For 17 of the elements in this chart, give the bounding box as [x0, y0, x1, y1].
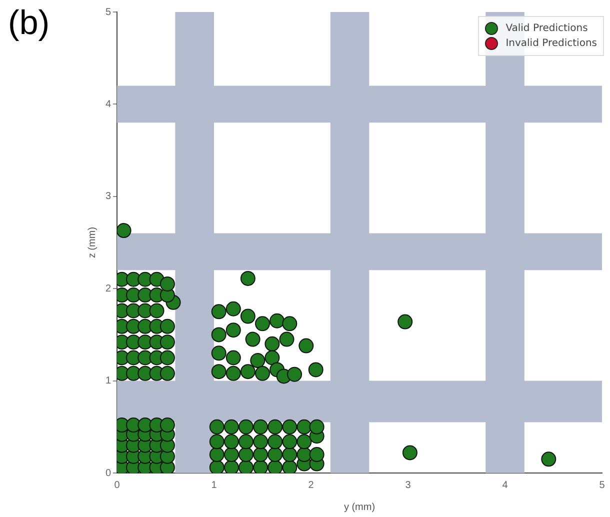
y-axis-title: z (mm) [86, 226, 98, 258]
legend-label: Invalid Predictions [506, 37, 597, 51]
x-tick-label: 5 [599, 480, 606, 491]
legend-label: Valid Predictions [506, 22, 588, 36]
chart-title: (b) [8, 4, 50, 43]
y-tick-label: 1 [105, 376, 112, 387]
x-tick-label: 2 [308, 480, 314, 491]
x-tick-label: 4 [502, 480, 508, 491]
y-tick-label: 5 [105, 6, 112, 18]
y-tick-label: 2 [105, 283, 112, 294]
y-tick-label: 4 [105, 98, 112, 110]
x-tick-label: 3 [405, 480, 412, 491]
y-tick-label: 3 [105, 191, 112, 202]
x-axis-title: y (mm) [344, 502, 376, 513]
x-tick-label: 0 [114, 480, 120, 491]
x-tick-label: 1 [211, 480, 218, 491]
y-tick-label: 0 [105, 468, 112, 479]
